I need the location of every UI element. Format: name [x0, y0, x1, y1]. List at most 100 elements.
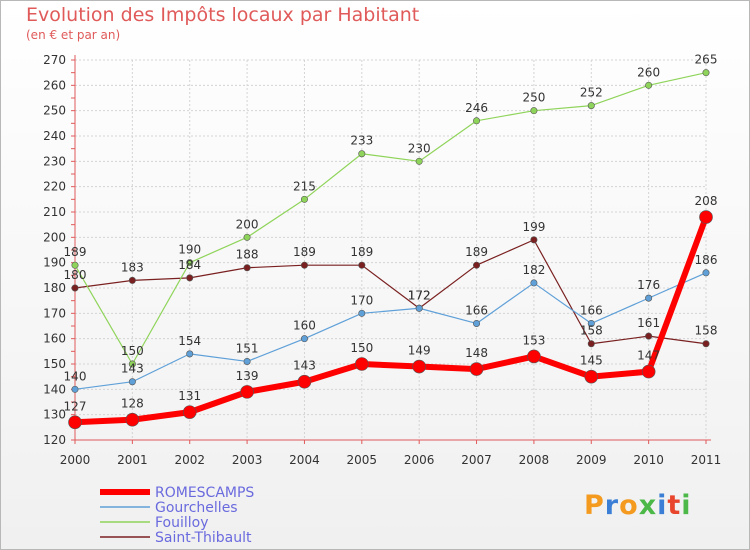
- x-tick-label: 2008: [519, 453, 550, 467]
- data-label-gourchelles: 182: [522, 263, 545, 277]
- x-tick-label: 2010: [633, 453, 664, 467]
- series-line-saint-thibault: [74, 239, 707, 345]
- y-tick-label: 210: [43, 205, 66, 219]
- point-gourchelles: [702, 269, 710, 277]
- x-tick-label: 2004: [289, 453, 320, 467]
- logo-letter: r: [604, 490, 620, 521]
- x-tick-label: 2011: [691, 453, 722, 467]
- legend-label-saint-thibault: Saint-Thibault: [155, 530, 252, 546]
- x-tick-label: 2001: [117, 453, 148, 467]
- chart-subtitle: (en € et par an): [26, 28, 121, 42]
- data-label-romescamps: 128: [121, 397, 144, 411]
- point-fouilloy: [128, 360, 136, 368]
- point-romescamps: [584, 369, 599, 384]
- logo-letter: i: [681, 490, 692, 521]
- data-label-fouilloy: 230: [408, 141, 431, 155]
- point-romescamps: [412, 359, 426, 374]
- logo-letter: t: [667, 490, 682, 521]
- point-fouilloy: [358, 150, 366, 158]
- data-label-gourchelles: 140: [64, 369, 87, 383]
- data-label-fouilloy: 252: [580, 86, 603, 100]
- legend: ROMESCAMPSGourchellesFouilloySaint-Thiba…: [100, 485, 254, 546]
- y-tick-label: 120: [43, 433, 66, 447]
- point-gourchelles: [358, 309, 366, 317]
- y-tick-label: 240: [43, 129, 66, 143]
- y-tick-label: 130: [43, 408, 66, 422]
- point-romescamps: [125, 412, 140, 427]
- point-gourchelles: [300, 335, 308, 343]
- point-gourchelles: [645, 294, 653, 302]
- point-gourchelles: [128, 378, 136, 386]
- point-fouilloy: [71, 261, 79, 269]
- logo-letter: x: [638, 490, 658, 521]
- x-tick-label: 2006: [404, 453, 435, 467]
- logo-letter: i: [657, 490, 668, 521]
- data-label-saint-thibault: 189: [465, 245, 488, 259]
- data-label-saint-thibault: 172: [408, 288, 431, 302]
- point-gourchelles: [530, 279, 538, 287]
- x-tick-label: 2007: [461, 453, 492, 467]
- data-label-romescamps: 145: [580, 354, 603, 368]
- point-saint-thibault: [587, 340, 595, 348]
- data-label-gourchelles: 172: [408, 288, 431, 302]
- point-gourchelles: [473, 319, 481, 327]
- y-tick-label: 230: [43, 154, 66, 168]
- data-label-saint-thibault: 158: [695, 324, 718, 338]
- data-label-romescamps: 139: [236, 369, 259, 383]
- point-fouilloy: [645, 81, 653, 89]
- data-label-saint-thibault: 188: [236, 248, 259, 262]
- point-romescamps: [68, 415, 82, 430]
- data-label-saint-thibault: 180: [64, 268, 87, 282]
- data-label-romescamps: 131: [178, 389, 201, 403]
- series-layer: [68, 69, 713, 430]
- data-label-fouilloy: 265: [695, 53, 718, 67]
- x-tick-label: 2003: [232, 453, 263, 467]
- grid-lines: [74, 59, 707, 441]
- point-romescamps: [469, 362, 484, 376]
- y-tick-label: 180: [43, 281, 66, 295]
- data-label-fouilloy: 246: [465, 101, 488, 115]
- point-saint-thibault: [243, 264, 251, 272]
- point-fouilloy: [473, 117, 481, 125]
- point-romescamps: [240, 385, 254, 399]
- point-fouilloy: [186, 259, 194, 267]
- data-label-fouilloy: 215: [293, 179, 316, 193]
- point-saint-thibault: [128, 276, 136, 284]
- y-tick-label: 220: [43, 180, 66, 194]
- point-romescamps: [355, 357, 369, 371]
- point-gourchelles: [186, 350, 194, 358]
- point-fouilloy: [702, 69, 710, 77]
- x-tick-label: 2005: [347, 453, 378, 467]
- data-label-fouilloy: 233: [350, 134, 373, 148]
- data-label-saint-thibault: 189: [293, 245, 316, 259]
- data-label-saint-thibault: 183: [121, 260, 144, 274]
- point-romescamps: [699, 210, 713, 224]
- data-label-romescamps: 143: [293, 359, 316, 373]
- x-tick-label: 2000: [60, 453, 91, 467]
- data-label-fouilloy: 190: [178, 243, 201, 257]
- series-line-romescamps: [74, 216, 709, 426]
- point-saint-thibault: [473, 261, 481, 269]
- data-label-saint-thibault: 199: [522, 220, 545, 234]
- legend-label-romescamps: ROMESCAMPS: [155, 485, 254, 501]
- data-label-saint-thibault: 184: [178, 258, 201, 272]
- data-label-gourchelles: 186: [695, 253, 718, 267]
- point-fouilloy: [587, 102, 595, 110]
- point-romescamps: [527, 349, 541, 364]
- data-label-fouilloy: 200: [236, 217, 259, 231]
- data-label-fouilloy: 250: [522, 91, 545, 105]
- data-label-saint-thibault: 189: [350, 245, 373, 259]
- data-label-fouilloy: 150: [121, 344, 144, 358]
- point-saint-thibault: [71, 284, 79, 292]
- point-romescamps: [297, 374, 312, 389]
- data-label-saint-thibault: 158: [580, 324, 603, 338]
- logo-letter: o: [619, 490, 639, 521]
- point-saint-thibault: [530, 236, 538, 244]
- data-label-gourchelles: 166: [465, 303, 488, 317]
- point-romescamps: [182, 405, 197, 419]
- chart-title: Evolution des Impôts locaux par Habitant: [26, 4, 420, 26]
- data-label-romescamps: 153: [522, 333, 545, 347]
- point-saint-thibault: [358, 261, 366, 269]
- proxiti-logo: Proxiti: [584, 490, 692, 521]
- point-fouilloy: [415, 157, 423, 165]
